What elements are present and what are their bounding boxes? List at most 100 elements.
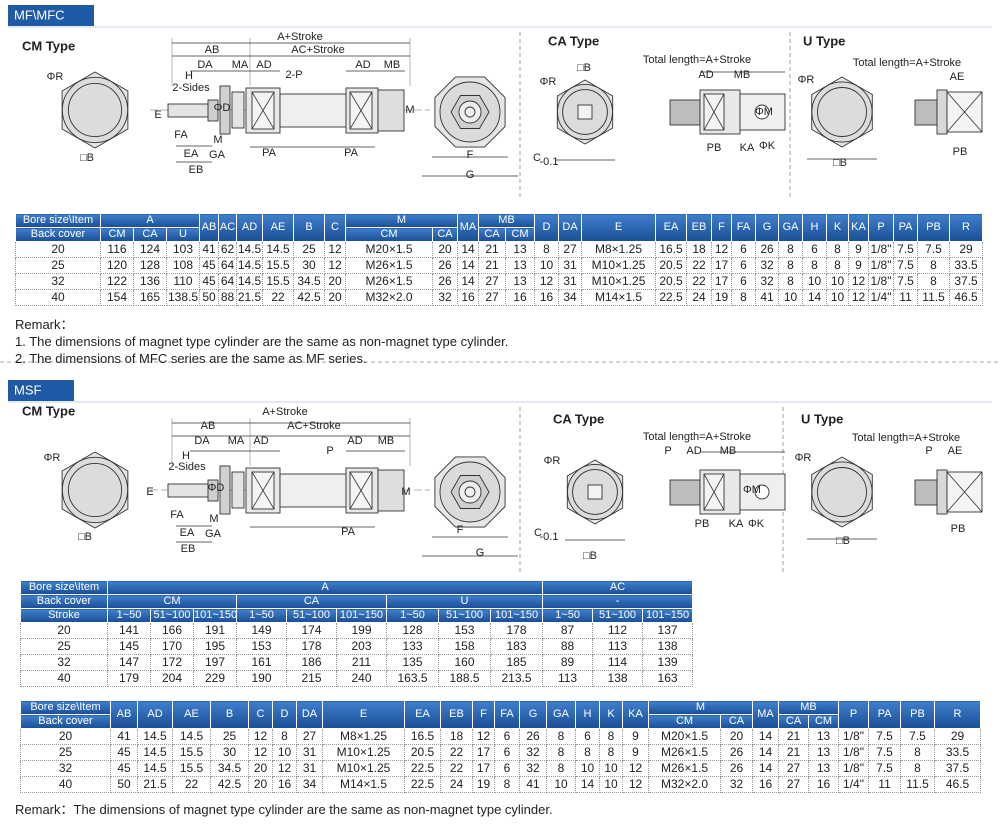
data-row: 32 45 14.5 15.5 34.5 20 12 31 M10×1.25 22.5 22 17 6 3… <box>20 760 982 777</box>
dimension-label: M <box>405 104 414 116</box>
dimension-label: DA <box>197 59 213 71</box>
data-cell: 13 <box>505 241 536 258</box>
data-cell: 16.5 <box>404 728 441 745</box>
data-cell: 6 <box>575 728 600 745</box>
header-cell: 101~150 <box>336 608 387 623</box>
dimension-label: AD <box>256 59 271 71</box>
data-cell: 10 <box>546 776 576 793</box>
data-cell: 8 <box>546 760 576 777</box>
data-cell: 166 <box>150 622 194 639</box>
data-cell: 14 <box>457 257 480 274</box>
header-cell: EA <box>655 213 688 242</box>
drawing-part <box>936 89 948 135</box>
data-cell: 147 <box>107 654 151 671</box>
data-cell: 14.5 <box>137 744 173 761</box>
data-cell: 32 <box>519 744 547 761</box>
header-cell: R <box>934 700 982 729</box>
dimension-label: A+Stroke <box>262 406 308 418</box>
data-cell: 21 <box>778 728 810 745</box>
data-cell: 7.5 <box>868 760 902 777</box>
header-cell: CM <box>107 594 237 609</box>
header-cell: E <box>322 700 405 729</box>
section-banner <box>8 5 94 26</box>
data-cell: 14 <box>752 728 780 745</box>
header-cell: 51~100 <box>438 608 491 623</box>
data-cell: 88 <box>218 289 237 306</box>
data-cell: 113 <box>542 670 594 687</box>
data-cell: 13 <box>808 744 840 761</box>
data-cell: 197 <box>193 654 237 671</box>
data-cell: 26 <box>755 241 780 258</box>
data-cell: 25 <box>20 638 108 655</box>
data-cell: 21 <box>478 257 507 274</box>
dimension-label: MB <box>720 445 737 457</box>
data-cell: 37.5 <box>949 273 984 290</box>
data-cell: 41 <box>755 289 780 306</box>
drawing-part <box>231 471 245 509</box>
dimension-label: MB <box>384 59 401 71</box>
data-cell: 186 <box>286 654 337 671</box>
drawing-part <box>61 76 129 144</box>
header-cell: CA <box>431 227 459 242</box>
data-cell: 135 <box>386 654 439 671</box>
data-cell: 203 <box>336 638 387 655</box>
data-cell: 14 <box>752 744 780 761</box>
data-cell: M14×1.5 <box>322 776 405 793</box>
dimension-label: C <box>534 527 542 539</box>
data-cell: 161 <box>236 654 287 671</box>
header-row: Bore size\Item A AC <box>20 580 694 595</box>
data-cell: 14.5 <box>172 728 211 745</box>
data-cell: 25 <box>20 744 111 761</box>
data-cell: 26 <box>431 273 459 290</box>
drawing-part <box>811 81 873 143</box>
data-cell: 25 <box>210 728 249 745</box>
dimension-label: G <box>476 547 485 559</box>
header-cell: AD <box>236 213 263 242</box>
data-cell: 183 <box>489 638 544 655</box>
dimension-label: ΦK <box>748 518 765 530</box>
dimension-label: 2-Sides <box>168 461 206 473</box>
data-cell: 6 <box>731 273 757 290</box>
header-cell: CA <box>478 227 507 242</box>
data-cell: 191 <box>193 622 237 639</box>
data-cell: 14.5 <box>137 728 173 745</box>
data-cell: 141 <box>107 622 151 639</box>
data-cell: 13 <box>808 760 840 777</box>
dimension-label: ΦM <box>743 484 761 496</box>
data-cell: 154 <box>100 289 134 306</box>
data-cell: 14 <box>575 776 600 793</box>
data-cell: 20.5 <box>655 257 688 274</box>
data-cell: 24 <box>440 776 473 793</box>
data-cell: 34.5 <box>210 760 249 777</box>
data-cell: 12 <box>534 273 560 290</box>
data-cell: 6 <box>494 744 520 761</box>
header-cell: 1~50 <box>107 608 151 623</box>
drawing-part <box>464 106 476 118</box>
data-cell: 1/8" <box>838 728 870 745</box>
dimension-label: -0.1 <box>540 531 559 543</box>
dimension-label: F <box>467 149 474 161</box>
data-cell: 50 <box>110 776 138 793</box>
dimension-label: EB <box>189 164 204 176</box>
data-cell: 11 <box>868 776 902 793</box>
dimension-label: DA <box>194 435 210 447</box>
data-cell: 133 <box>386 638 439 655</box>
dimension-label: AE <box>950 71 965 83</box>
data-cell: 25 <box>15 257 101 274</box>
dimension-label: F <box>457 524 464 536</box>
data-cell: 27 <box>478 273 507 290</box>
data-cell: 7.5 <box>893 273 919 290</box>
dimension-label: KA <box>729 518 744 530</box>
data-cell: 18 <box>686 241 713 258</box>
data-cell: M20×1.5 <box>648 728 721 745</box>
dimension-label: EA <box>184 148 199 160</box>
drawing-line <box>349 471 373 510</box>
data-cell: 25 <box>293 241 325 258</box>
data-cell: 26 <box>719 744 754 761</box>
data-cell: 14 <box>457 273 480 290</box>
data-cell: 30 <box>210 744 249 761</box>
data-cell: 32 <box>431 289 459 306</box>
header-cell: 1~50 <box>236 608 287 623</box>
drawing-part <box>458 100 482 124</box>
drawing-title: CA Type <box>553 411 604 426</box>
